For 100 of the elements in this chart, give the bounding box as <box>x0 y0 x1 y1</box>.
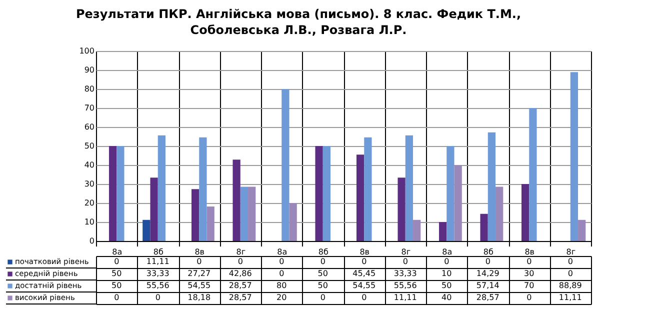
x-tick-label: 8б <box>318 248 328 256</box>
data-label: 0 <box>196 257 202 266</box>
data-label: 54,55 <box>188 281 211 290</box>
bar <box>289 203 297 241</box>
data-label: 0 <box>362 257 367 266</box>
data-label: 50 <box>318 269 328 278</box>
data-label: 11,11 <box>558 293 582 302</box>
y-tick-label: 10 <box>84 218 94 226</box>
bar <box>150 178 158 241</box>
bar <box>398 178 406 241</box>
data-label: 80 <box>276 281 287 290</box>
data-label: 0 <box>485 257 490 266</box>
bar <box>282 89 290 241</box>
bar <box>496 186 504 241</box>
bar <box>248 186 256 241</box>
bar <box>413 220 421 241</box>
data-label: 11,11 <box>394 293 417 302</box>
data-label: 0 <box>362 293 367 302</box>
data-label: 55,56 <box>394 281 417 290</box>
bar <box>158 135 166 241</box>
x-tick-label: 8в <box>360 248 370 256</box>
bar <box>206 206 214 241</box>
data-label: 33,33 <box>394 269 417 278</box>
data-label: 50 <box>442 281 452 290</box>
x-tick-label: 8в <box>194 248 205 256</box>
x-tick-label: 8г <box>566 248 576 256</box>
y-tick-label: 90 <box>84 66 94 74</box>
data-label: 0 <box>526 293 532 302</box>
data-label: 0 <box>444 257 450 266</box>
x-tick-label: 8в <box>524 248 535 256</box>
data-label: 33,33 <box>146 269 170 278</box>
bar <box>438 222 447 241</box>
y-tick-label: 50 <box>84 142 94 150</box>
data-label: 88,89 <box>558 281 582 290</box>
data-label: 0 <box>279 257 284 266</box>
data-label: 70 <box>524 281 534 290</box>
data-label: 28,57 <box>228 293 252 302</box>
data-label: 11,11 <box>146 257 170 266</box>
chart-title: Результати ПКР. Англійська мова (письмо). 8 клас. Федик Т.М., Соболевська Л.В., Розвага Л.Р. <box>76 7 522 37</box>
x-tick-label: 8а <box>442 248 452 256</box>
x-tick-label: 8б <box>483 248 494 256</box>
data-label: 0 <box>568 269 573 278</box>
y-tick-label: 0 <box>89 236 94 246</box>
y-tick-label: 70 <box>84 104 94 112</box>
bar <box>322 146 331 241</box>
bar <box>446 146 454 241</box>
data-label: 0 <box>568 257 573 266</box>
bar <box>578 220 586 241</box>
data-label: 50 <box>112 269 122 278</box>
bar <box>356 154 364 241</box>
bar <box>529 108 537 241</box>
data-label: 28,57 <box>228 281 252 290</box>
data-label: 14,29 <box>476 269 500 278</box>
data-label: 54,55 <box>352 281 376 290</box>
y-tick-label: 80 <box>84 84 94 94</box>
data-label: 0 <box>402 257 408 266</box>
data-label: 0 <box>155 293 160 302</box>
data-label: 0 <box>238 257 243 266</box>
x-tick-label: 8а <box>112 248 122 256</box>
data-label: 10 <box>442 269 452 278</box>
x-tick-label: 8б <box>153 248 164 256</box>
bar <box>364 137 372 241</box>
data-label: 0 <box>279 269 284 278</box>
bar <box>521 184 530 241</box>
bar <box>108 146 117 241</box>
y-tick-label: 40 <box>84 160 94 170</box>
bar <box>480 214 488 241</box>
y-tick-label: 30 <box>84 180 94 188</box>
bar <box>116 146 124 241</box>
bar <box>454 165 462 241</box>
x-tick-label: 8г <box>401 248 411 256</box>
bar <box>315 146 323 241</box>
data-label: 20 <box>276 293 287 302</box>
data-label: 0 <box>320 257 326 266</box>
bar <box>199 137 207 241</box>
bar <box>142 220 150 241</box>
data-label: 27,27 <box>188 269 211 278</box>
data-label: 18,18 <box>188 293 211 302</box>
data-label: 50 <box>318 281 328 290</box>
data-label: 40 <box>442 293 452 302</box>
y-tick-label: 100 <box>79 46 94 56</box>
bar <box>405 135 414 241</box>
bar <box>240 186 248 241</box>
x-tick-label: 8г <box>236 248 246 256</box>
bar <box>232 160 240 241</box>
data-label: 0 <box>114 293 120 302</box>
data-label: 57,14 <box>476 281 500 290</box>
data-label: 0 <box>114 257 120 266</box>
bar <box>570 72 578 241</box>
data-label: 28,57 <box>476 293 500 302</box>
data-label: 30 <box>524 269 534 278</box>
data-label: 50 <box>112 281 122 290</box>
y-tick-label: 60 <box>84 122 94 132</box>
y-tick-label: 20 <box>84 198 94 208</box>
bar <box>191 189 200 241</box>
data-label: 45,45 <box>352 269 376 278</box>
data-label: 55,56 <box>146 281 170 290</box>
bar <box>488 132 496 241</box>
data-label: 0 <box>320 293 326 302</box>
x-tick-label: 8а <box>277 248 288 256</box>
